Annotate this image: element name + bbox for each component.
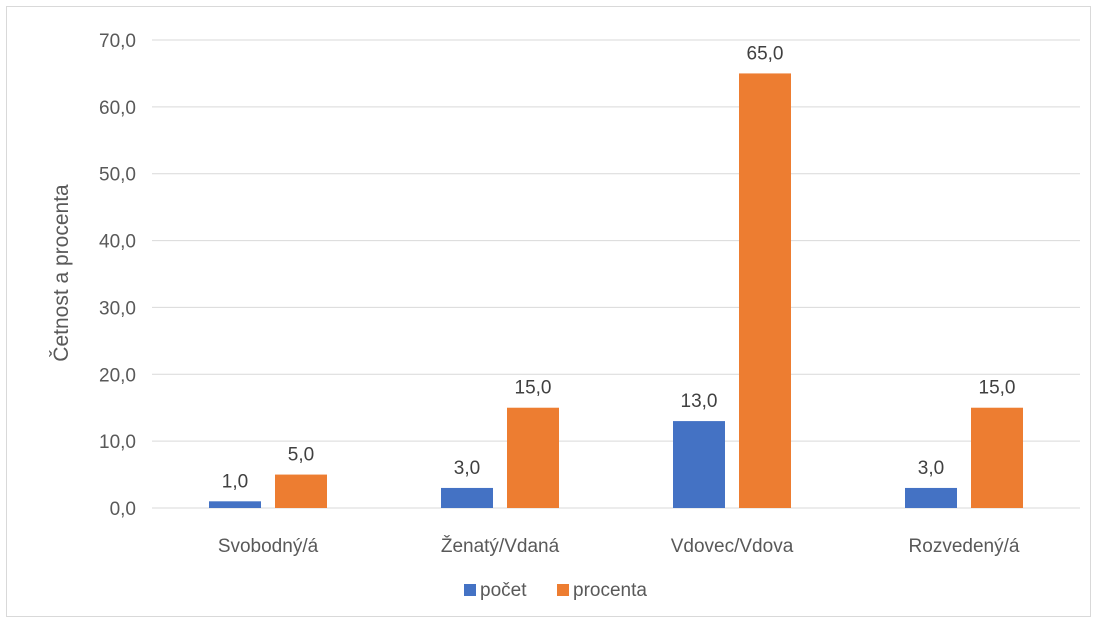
y-tick-label: 70,0 (99, 31, 136, 52)
chart-area (6, 6, 1091, 617)
gridlines (152, 39, 1080, 442)
x-category-label: Svobodný/á (218, 536, 319, 557)
bars (209, 73, 1023, 508)
y-tick-label: 10,0 (99, 432, 136, 453)
data-label: 15,0 (515, 378, 552, 399)
bar-procenta (275, 474, 327, 508)
bar-procenta (739, 73, 791, 508)
data-label: 65,0 (747, 43, 784, 64)
bar-pocet (441, 487, 493, 508)
legend-label-pocet: počet (480, 580, 527, 601)
bar-procenta (507, 407, 559, 508)
data-labels: 1,0 5,0 3,0 15,0 13,0 65,0 3,0 15,0 (222, 43, 1016, 492)
y-tick-label: 60,0 (99, 98, 136, 119)
y-tick-label: 30,0 (99, 298, 136, 319)
x-category-label: Ženatý/Vdaná (441, 535, 560, 557)
legend-swatch-pocet (464, 584, 476, 596)
data-label: 3,0 (454, 458, 480, 479)
bar-pocet (209, 501, 261, 508)
y-tick-label: 40,0 (99, 232, 136, 253)
y-tick-label: 0,0 (110, 499, 136, 520)
legend-label-procenta: procenta (573, 580, 647, 601)
bar-pocet (905, 487, 957, 508)
data-label: 3,0 (918, 458, 944, 479)
bar-procenta (971, 407, 1023, 508)
y-tick-label: 50,0 (99, 165, 136, 186)
data-label: 13,0 (681, 391, 718, 412)
y-tick-label: 20,0 (99, 365, 136, 386)
data-label: 5,0 (288, 445, 314, 466)
data-label: 15,0 (979, 378, 1016, 399)
y-axis-ticks: 0,0 10,0 20,0 30,0 40,0 50,0 60,0 70,0 (99, 31, 136, 520)
bar-pocet (673, 421, 725, 508)
y-axis-title: Četnost a procenta (50, 184, 73, 362)
category-labels: Svobodný/á Ženatý/Vdaná Vdovec/Vdova Rozved… (218, 535, 1020, 557)
x-category-label: Vdovec/Vdova (671, 536, 794, 557)
x-category-label: Rozvedený/á (909, 536, 1020, 557)
legend: počet procenta (464, 580, 647, 601)
legend-swatch-procenta (557, 584, 569, 596)
data-label: 1,0 (222, 471, 248, 492)
